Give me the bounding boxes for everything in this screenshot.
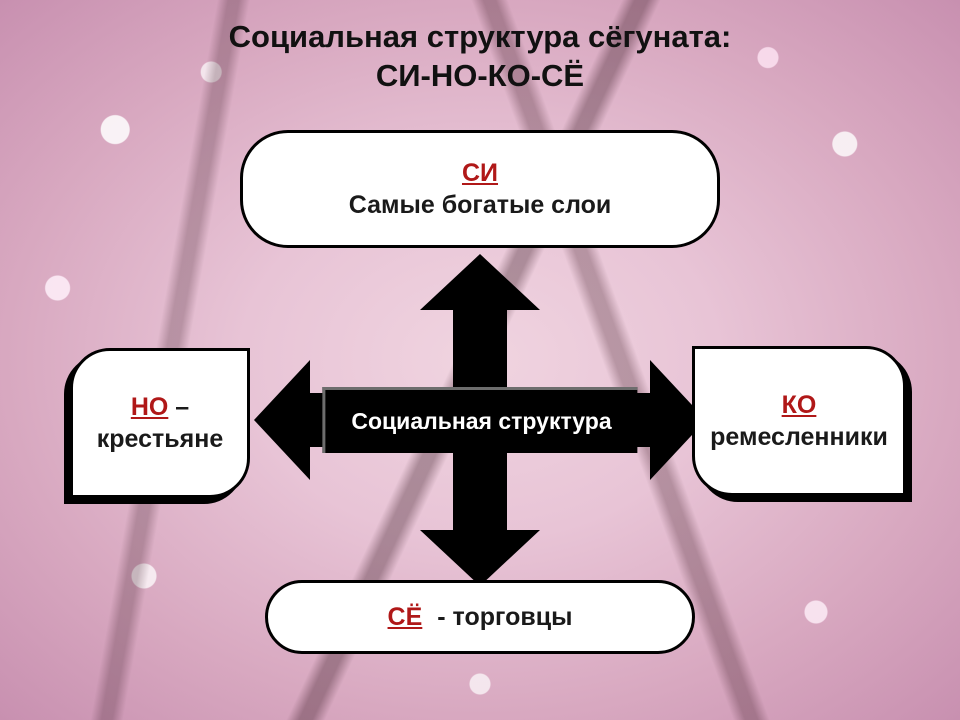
node-left-text: крестьяне: [97, 423, 223, 456]
node-right-keyword: КО: [782, 389, 817, 422]
node-bottom-text: торговцы: [453, 603, 573, 631]
node-top: СИ Самые богатые слои: [240, 130, 720, 248]
node-left-joiner: –: [175, 393, 189, 421]
node-right: КО ремесленники: [692, 346, 906, 496]
node-bottom: СЁ - торговцы: [265, 580, 695, 654]
node-bottom-keyword: СЁ: [388, 603, 423, 631]
node-top-keyword: СИ: [462, 157, 498, 190]
node-top-text: Самые богатые слои: [349, 189, 612, 222]
center-label: Социальная структура: [351, 408, 611, 434]
node-left: НО – крестьяне: [70, 348, 250, 498]
title-line-2: СИ-НО-КО-СЁ: [0, 57, 960, 96]
node-left-keyword: НО: [131, 393, 169, 421]
node-right-text: ремесленники: [710, 421, 888, 454]
slide-title: Социальная структура сёгуната: СИ-НО-КО-…: [0, 18, 960, 96]
node-bottom-joiner: -: [437, 603, 445, 631]
slide-stage: Социальная структура сёгуната: СИ-НО-КО-…: [0, 0, 960, 720]
title-line-1: Социальная структура сёгуната:: [0, 18, 960, 57]
center-label-box: Социальная структура: [322, 387, 637, 453]
